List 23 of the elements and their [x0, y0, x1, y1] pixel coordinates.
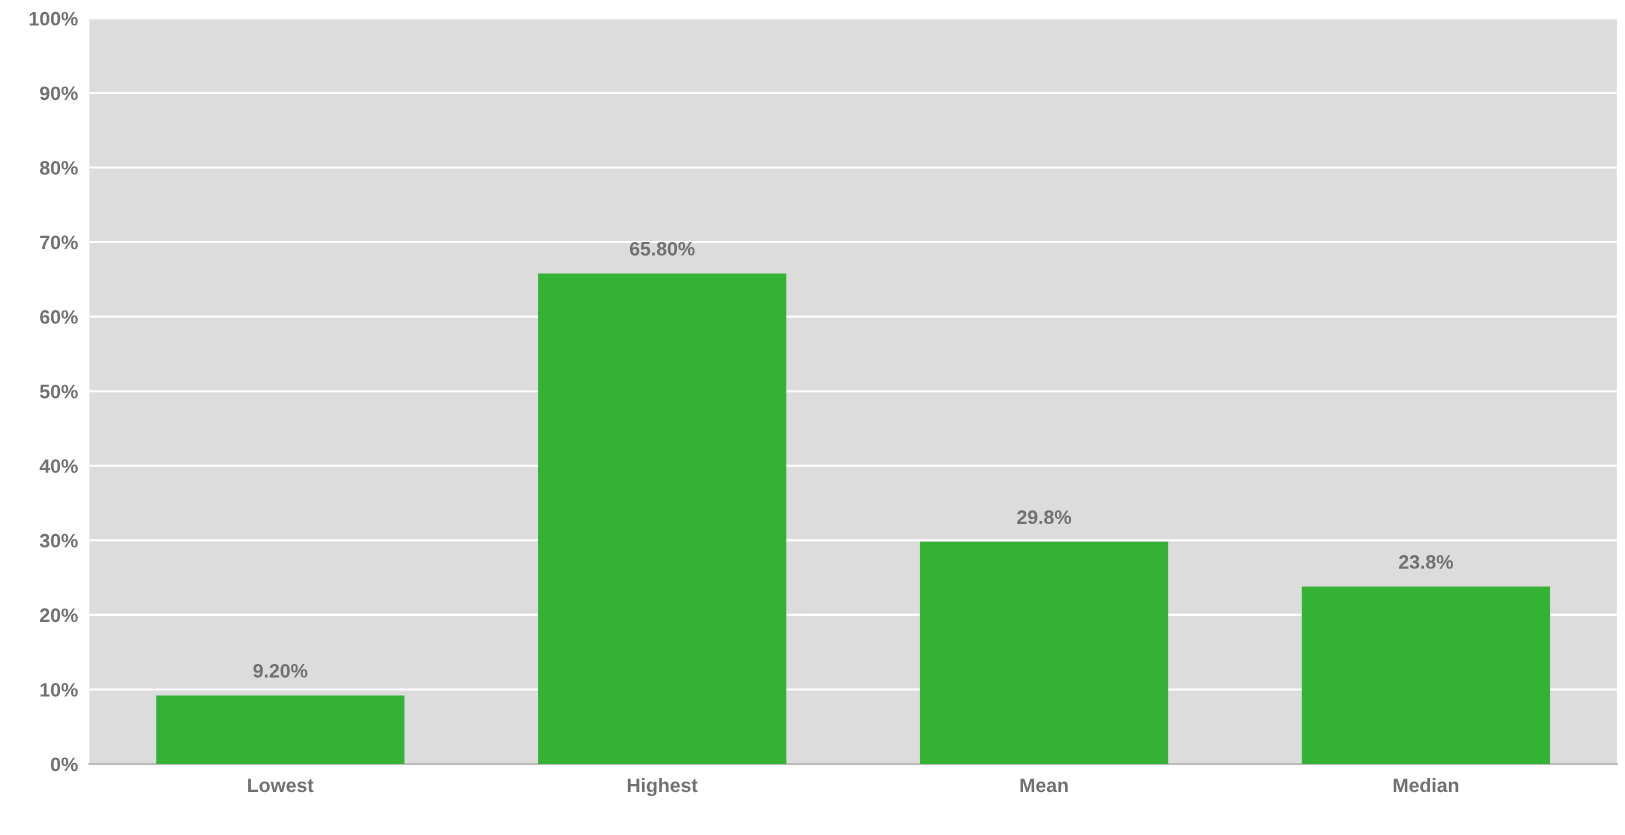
y-tick-label: 60%: [40, 310, 78, 324]
x-tick-label: Median: [1393, 777, 1459, 793]
y-tick-label: 50%: [39, 384, 78, 399]
y-tick-label: 10%: [40, 682, 78, 697]
x-tick-label: Lowest: [248, 778, 314, 793]
bar: [538, 273, 787, 765]
data-label: 23.8%: [1399, 555, 1453, 569]
y-tick-label: 30%: [39, 533, 78, 548]
y-tick-label: 20%: [40, 608, 78, 623]
bar: [156, 695, 405, 765]
x-tick-label: Highest: [627, 777, 698, 797]
data-label: 29.8%: [1017, 510, 1072, 525]
data-label: 65.80%: [629, 241, 695, 256]
y-tick-label: 70%: [40, 235, 78, 250]
bar: [919, 541, 1169, 765]
x-tick-label: Mean: [1020, 778, 1068, 793]
data-label: 9.20%: [253, 663, 308, 678]
y-tick-label: 0%: [50, 757, 78, 772]
y-tick-label: 40%: [39, 459, 78, 473]
y-tick-label: 100%: [29, 11, 78, 26]
bar: [1301, 586, 1551, 765]
y-tick-label: 80%: [39, 160, 78, 175]
y-tick-label: 90%: [40, 86, 78, 101]
